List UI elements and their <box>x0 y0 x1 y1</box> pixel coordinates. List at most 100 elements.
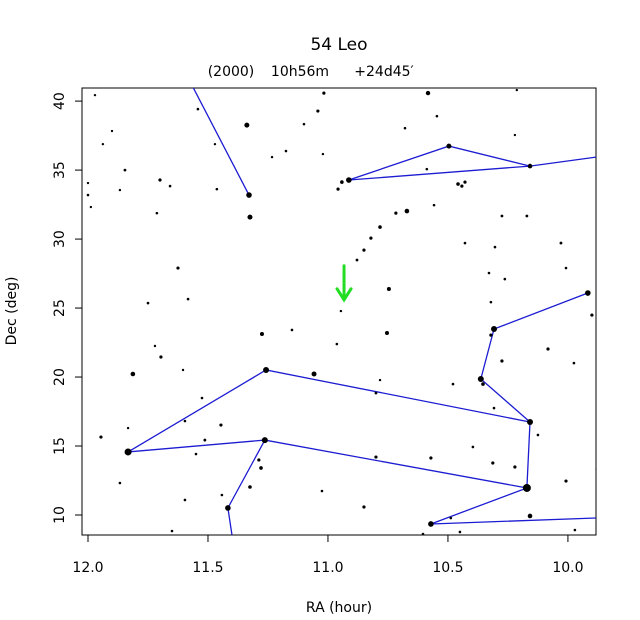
chart-title: 54 Leo <box>310 35 367 55</box>
star <box>449 516 453 520</box>
star <box>261 437 268 444</box>
star <box>525 214 529 218</box>
star <box>403 126 407 130</box>
star <box>513 133 517 137</box>
star <box>456 182 460 186</box>
star <box>247 214 253 220</box>
star <box>346 177 352 183</box>
star <box>321 152 325 156</box>
star <box>340 180 344 184</box>
y-tick-label: 15 <box>52 437 68 455</box>
star <box>225 505 231 511</box>
x-tick-label: 11.0 <box>312 560 343 576</box>
x-axis-label: RA (hour) <box>306 600 372 616</box>
star <box>489 333 493 337</box>
star <box>118 188 122 192</box>
star <box>458 530 462 534</box>
star <box>110 129 114 133</box>
star <box>183 498 187 502</box>
star <box>248 485 252 489</box>
star <box>284 149 288 153</box>
constellation-line <box>348 165 531 181</box>
star <box>500 359 504 363</box>
star <box>522 483 531 492</box>
star <box>302 122 306 126</box>
star <box>336 187 340 191</box>
star <box>203 438 207 442</box>
constellation-line <box>227 439 266 535</box>
star <box>492 406 496 410</box>
plot-area <box>86 88 596 535</box>
star <box>369 236 373 240</box>
star <box>158 178 162 182</box>
constellation-line <box>348 145 596 181</box>
star <box>374 455 378 459</box>
star <box>425 90 431 96</box>
star <box>101 142 105 146</box>
star <box>572 361 576 365</box>
star <box>355 258 359 262</box>
star <box>86 181 90 185</box>
star <box>93 93 97 97</box>
star <box>527 419 534 426</box>
star <box>559 241 563 245</box>
y-tick-label: 10 <box>52 506 68 524</box>
star <box>432 203 436 207</box>
star <box>564 479 568 483</box>
star <box>259 331 264 336</box>
star <box>460 184 464 188</box>
star <box>220 493 224 497</box>
star <box>590 313 594 317</box>
star <box>515 88 519 92</box>
star <box>527 513 533 519</box>
star <box>527 163 533 169</box>
subtitle: 10h56m <box>271 64 329 80</box>
star <box>421 532 425 535</box>
star <box>219 423 223 427</box>
x-tick-label: 10.5 <box>432 560 463 576</box>
star <box>378 225 382 229</box>
star <box>215 187 219 191</box>
star <box>378 378 382 382</box>
star <box>362 248 366 252</box>
y-axis-label: Dec (deg) <box>4 277 20 346</box>
star <box>320 489 324 493</box>
star <box>86 193 90 197</box>
star <box>159 355 163 359</box>
star <box>386 287 391 292</box>
constellation-line <box>526 421 531 488</box>
star <box>394 211 398 215</box>
star <box>89 205 93 209</box>
y-tick-label: 25 <box>52 299 68 317</box>
star <box>153 344 157 348</box>
star <box>404 208 410 214</box>
star <box>429 456 433 460</box>
star <box>123 168 127 172</box>
star <box>491 326 498 333</box>
star <box>146 301 150 305</box>
star <box>196 107 200 111</box>
subtitle: (2000) <box>208 64 255 80</box>
x-tick-label: 10.0 <box>552 560 583 576</box>
star <box>200 396 204 400</box>
star <box>446 143 452 149</box>
constellation-line <box>192 88 250 196</box>
star <box>126 426 130 430</box>
star <box>428 521 434 527</box>
star <box>118 481 122 485</box>
star <box>546 347 550 351</box>
star <box>339 309 343 313</box>
star <box>384 331 389 336</box>
star <box>176 266 180 270</box>
star <box>311 371 317 377</box>
star <box>500 214 504 218</box>
star <box>425 167 429 171</box>
star <box>477 375 484 382</box>
star <box>435 114 439 118</box>
star <box>270 155 274 159</box>
x-tick-label: 12.0 <box>72 560 103 576</box>
star <box>124 448 132 456</box>
star <box>246 192 252 198</box>
plot-frame <box>81 87 597 536</box>
star <box>463 241 467 245</box>
